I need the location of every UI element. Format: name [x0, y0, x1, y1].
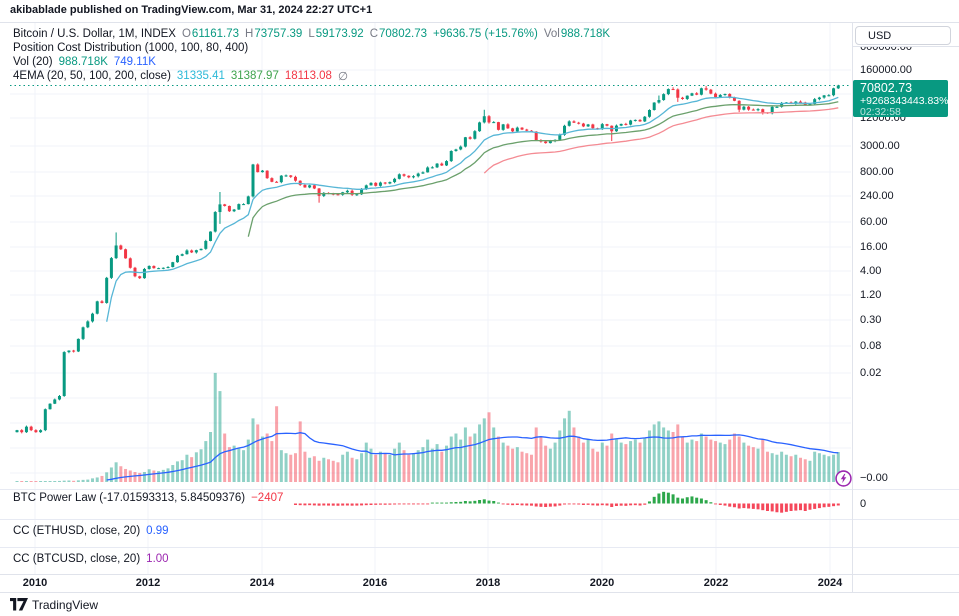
ema-100-line: [483, 107, 839, 174]
price-scale-label: 0.08: [860, 340, 882, 352]
price-scale-label: 0: [860, 498, 867, 510]
time-axis[interactable]: 2010 2012 2014 2016 2018 2020 2022 2024: [0, 575, 959, 592]
price-scale-label: 0.30: [860, 314, 882, 326]
cc-btcusd-legend: CC (BTCUSD, close, 20) 1.00: [13, 553, 169, 565]
time-axis-label: 2010: [22, 577, 48, 589]
pcd-label: Position Cost Distribution (1000, 100, 8…: [13, 42, 249, 54]
time-axis-border: [0, 574, 959, 575]
ohlc-close: C 70802.73: [369, 28, 427, 40]
ohlc-open: O 61161.73: [181, 28, 240, 40]
gridlines: [10, 22, 851, 574]
power-law-value: −2407: [251, 492, 284, 504]
price-scale-label: 800.00: [860, 166, 894, 178]
cc-ethusd-label: CC (ETHUSD, close, 20): [13, 525, 141, 537]
price-scale-label: 3000.00: [860, 140, 900, 152]
price-scale-label: 160000.00: [860, 64, 912, 76]
lightning-icon: [835, 470, 852, 487]
current-price-badge: 70802.73 +9268343443.83% 02:32:58: [853, 80, 949, 118]
ohlc-low: L 59173.92: [308, 28, 364, 40]
footer: TradingView: [0, 592, 959, 616]
legend-pcd-row: Position Cost Distribution (1000, 100, 8…: [13, 41, 248, 55]
ohlc-high: H 73757.39: [245, 28, 303, 40]
price-scale-label: 4.00: [860, 265, 882, 277]
legend-symbol-row: Bitcoin / U.S. Dollar, 1M, INDEX O 61161.…: [13, 27, 610, 41]
time-axis-label: 2012: [135, 577, 161, 589]
pane-separator[interactable]: [0, 489, 959, 490]
chart-canvas[interactable]: [0, 0, 959, 592]
price-scale-label: −0.00: [860, 472, 888, 484]
vol20-value: 988.718K: [58, 56, 108, 68]
change-value: +9636.75 (+15.76%): [432, 28, 538, 40]
power-law-legend: BTC Power Law (-17.01593313, 5.84509376)…: [13, 492, 283, 504]
vol20-ma-value: 749.11K: [113, 56, 156, 68]
price-scale-label: 16.00: [860, 241, 888, 253]
ema200-empty-value: ∅: [337, 71, 348, 83]
time-axis-label: 2024: [817, 577, 843, 589]
price-scale-label: 0.02: [860, 367, 882, 379]
power-law-histogram: [293, 491, 840, 513]
attribution-bar: akibablade published on TradingView.com,…: [0, 0, 959, 23]
legend-ema-row: 4EMA (20, 50, 100, 200, close) 31335.41 …: [13, 69, 348, 83]
time-axis-label: 2014: [249, 577, 275, 589]
price-scale[interactable]: 600000.00 160000.00 12000.00 3000.00 800.00 2…: [852, 41, 959, 592]
ema20-value: 31335.41: [176, 70, 225, 82]
price-scale-label: 60.00: [860, 216, 888, 228]
legend-volume-row: Vol (20) 988.718K 749.11K: [13, 55, 156, 69]
cc-ethusd-legend: CC (ETHUSD, close, 20) 0.99: [13, 525, 169, 537]
candles: [15, 84, 840, 434]
pane-separator[interactable]: [0, 519, 959, 520]
ema-20-line: [106, 96, 839, 322]
cc-btcusd-label: CC (BTCUSD, close, 20): [13, 553, 141, 565]
tradingview-wordmark[interactable]: TradingView: [32, 598, 99, 612]
ema-50-line: [247, 101, 839, 237]
pane-separator[interactable]: [0, 547, 959, 548]
time-axis-label: 2018: [475, 577, 501, 589]
ema-label: 4EMA (20, 50, 100, 200, close): [13, 70, 171, 82]
price-scale-label: 1.20: [860, 289, 882, 301]
flash-button[interactable]: [835, 470, 852, 487]
tradingview-logo-icon[interactable]: [10, 598, 29, 616]
badge-change-percent: +9268343443.83%: [860, 95, 949, 107]
badge-price: 70802.73: [860, 81, 913, 95]
symbol-title: Bitcoin / U.S. Dollar, 1M, INDEX: [13, 28, 176, 40]
ema100-value: 18113.08: [284, 70, 332, 82]
volume-bars: [15, 372, 840, 482]
badge-countdown: 02:32:58: [860, 106, 901, 118]
price-scale-label: 240.00: [860, 190, 894, 202]
vol20-label: Vol (20): [13, 56, 53, 68]
currency-usd-button[interactable]: USD: [855, 26, 951, 45]
attribution-text: akibablade published on TradingView.com,…: [10, 4, 373, 16]
price-scale-border: [852, 22, 853, 592]
ema50-value: 31387.97: [230, 70, 279, 82]
volume-ma-line: [106, 432, 839, 481]
cc-ethusd-value: 0.99: [146, 525, 169, 537]
volume-value: Vol 988.718K: [543, 28, 611, 40]
cc-btcusd-value: 1.00: [146, 553, 169, 565]
scale-toolbar: USD: [853, 22, 959, 47]
time-axis-label: 2020: [589, 577, 615, 589]
time-axis-label: 2016: [362, 577, 388, 589]
time-axis-label: 2022: [703, 577, 729, 589]
power-law-label: BTC Power Law (-17.01593313, 5.84509376): [13, 492, 246, 504]
